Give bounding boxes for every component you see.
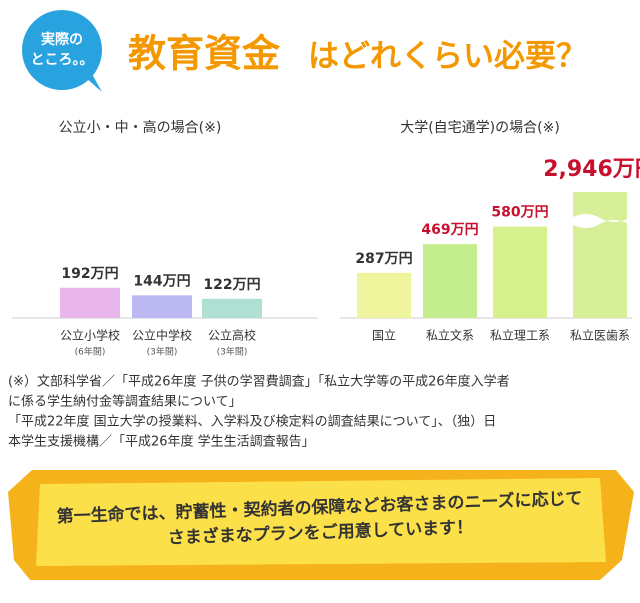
- x-tick-label: 公立高校: [208, 328, 256, 343]
- x-tick-sublabel: (6年間): [75, 346, 106, 358]
- footnote-line: (※）文部科学省／「平成26年度 子供の学習費調査」「私立大学等の平成26年度入…: [8, 374, 510, 390]
- bar: [357, 272, 411, 318]
- bar: [132, 295, 192, 318]
- footnote-line: 「平成22年度 国立大学の授業料、入学料及び検定料の調査結果について」、（独）日: [8, 414, 496, 430]
- x-tick-label: 国立: [372, 328, 396, 343]
- value-label: 580万円: [491, 205, 548, 221]
- value-label: 287万円: [355, 251, 412, 267]
- bar: [423, 244, 477, 318]
- bar: [493, 226, 547, 318]
- x-tick-label: 公立中学校: [132, 328, 192, 343]
- bar: [573, 192, 627, 318]
- chart-title: 大学(自宅通学)の場合(※): [400, 120, 560, 136]
- bar: [202, 298, 262, 318]
- banner-body: [36, 478, 606, 566]
- x-tick-label: 私立医歯系: [570, 328, 630, 343]
- badge-tail: [86, 74, 102, 92]
- value-label: 122万円: [203, 277, 260, 293]
- x-tick-sublabel: (3年間): [217, 346, 248, 358]
- break-mark: [571, 214, 629, 228]
- badge-text: ところ。。: [31, 52, 94, 68]
- value-label: 144万円: [133, 273, 190, 289]
- title-rest: はどれくらい必要？: [308, 39, 587, 75]
- value-label: 2,946万円: [543, 157, 640, 182]
- footnote: (※）文部科学省／「平成26年度 子供の学習費調査」「私立大学等の平成26年度入…: [8, 374, 510, 450]
- x-tick-sublabel: (3年間): [147, 346, 178, 358]
- title-main: 教育資金: [128, 32, 281, 76]
- x-tick-label: 公立小学校: [60, 328, 120, 343]
- x-tick-label: 私立理工系: [490, 328, 550, 343]
- chart-title: 公立小・中・高の場合(※): [59, 119, 222, 136]
- footnote-line: に係る学生納付金等調査結果について」: [8, 394, 242, 410]
- value-label: 469万円: [421, 222, 478, 238]
- x-tick-label: 私立文系: [426, 328, 474, 343]
- bar: [60, 287, 120, 318]
- footnote-line: 本学生支援機構／「平成26年度 学生生活調査報告」: [8, 434, 315, 450]
- value-label: 192万円: [61, 266, 118, 282]
- badge: [22, 10, 102, 90]
- badge-text: 実際の: [41, 31, 83, 48]
